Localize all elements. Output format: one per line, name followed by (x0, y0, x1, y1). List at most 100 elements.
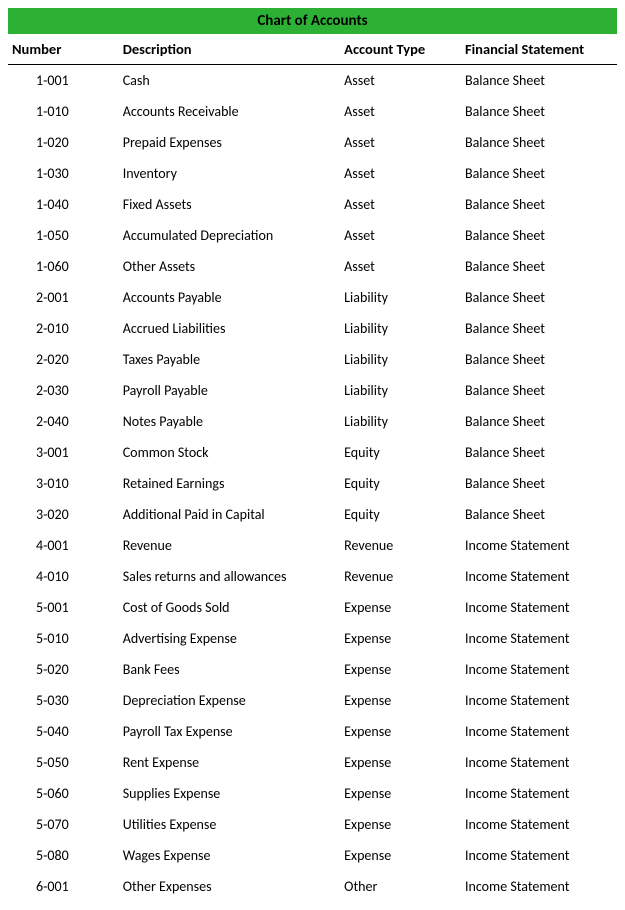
cell-financial-statement: Income Statement (461, 592, 617, 623)
cell-number: 5-080 (8, 840, 119, 871)
cell-account-type: Asset (340, 189, 461, 220)
cell-number: 1-050 (8, 220, 119, 251)
table-row: 1-060Other AssetsAssetBalance Sheet (8, 251, 617, 282)
cell-description: Accrued Liabilities (119, 313, 340, 344)
table-row: 5-030Depreciation ExpenseExpenseIncome S… (8, 685, 617, 716)
cell-description: Prepaid Expenses (119, 127, 340, 158)
cell-account-type: Revenue (340, 561, 461, 592)
cell-account-type: Asset (340, 158, 461, 189)
table-header-row: Number Description Account Type Financia… (8, 34, 617, 65)
table-row: 6-001Other ExpensesOtherIncome Statement (8, 871, 617, 902)
cell-description: Cash (119, 65, 340, 97)
table-row: 2-010Accrued LiabilitiesLiabilityBalance… (8, 313, 617, 344)
cell-description: Retained Earnings (119, 468, 340, 499)
table-row: 2-020Taxes PayableLiabilityBalance Sheet (8, 344, 617, 375)
table-row: 5-001Cost of Goods SoldExpenseIncome Sta… (8, 592, 617, 623)
table-row: 5-020Bank FeesExpenseIncome Statement (8, 654, 617, 685)
cell-number: 2-030 (8, 375, 119, 406)
table-row: 1-020Prepaid ExpensesAssetBalance Sheet (8, 127, 617, 158)
cell-description: Other Expenses (119, 871, 340, 902)
cell-financial-statement: Balance Sheet (461, 375, 617, 406)
cell-financial-statement: Income Statement (461, 871, 617, 902)
cell-account-type: Equity (340, 437, 461, 468)
cell-description: Fixed Assets (119, 189, 340, 220)
cell-number: 1-020 (8, 127, 119, 158)
cell-number: 2-040 (8, 406, 119, 437)
table-row: 3-020Additional Paid in CapitalEquityBal… (8, 499, 617, 530)
cell-number: 2-020 (8, 344, 119, 375)
cell-financial-statement: Balance Sheet (461, 96, 617, 127)
cell-account-type: Expense (340, 592, 461, 623)
table-row: 5-010Advertising ExpenseExpenseIncome St… (8, 623, 617, 654)
cell-account-type: Expense (340, 778, 461, 809)
table-row: 5-060Supplies ExpenseExpenseIncome State… (8, 778, 617, 809)
cell-description: Accounts Payable (119, 282, 340, 313)
chart-of-accounts-table: Number Description Account Type Financia… (8, 34, 617, 902)
cell-financial-statement: Balance Sheet (461, 468, 617, 499)
cell-description: Sales returns and allowances (119, 561, 340, 592)
cell-financial-statement: Balance Sheet (461, 499, 617, 530)
cell-account-type: Expense (340, 747, 461, 778)
table-row: 3-010Retained EarningsEquityBalance Shee… (8, 468, 617, 499)
cell-account-type: Expense (340, 685, 461, 716)
table-row: 5-070Utilities ExpenseExpenseIncome Stat… (8, 809, 617, 840)
col-header-financial-statement: Financial Statement (461, 34, 617, 65)
cell-account-type: Expense (340, 623, 461, 654)
cell-financial-statement: Balance Sheet (461, 344, 617, 375)
cell-number: 1-010 (8, 96, 119, 127)
cell-number: 5-010 (8, 623, 119, 654)
cell-financial-statement: Balance Sheet (461, 313, 617, 344)
cell-financial-statement: Income Statement (461, 716, 617, 747)
cell-description: Rent Expense (119, 747, 340, 778)
table-row: 5-080Wages ExpenseExpenseIncome Statemen… (8, 840, 617, 871)
cell-account-type: Equity (340, 499, 461, 530)
cell-description: Payroll Tax Expense (119, 716, 340, 747)
col-header-number: Number (8, 34, 119, 65)
cell-number: 1-040 (8, 189, 119, 220)
cell-number: 1-060 (8, 251, 119, 282)
cell-financial-statement: Balance Sheet (461, 282, 617, 313)
table-row: 3-001Common StockEquityBalance Sheet (8, 437, 617, 468)
cell-account-type: Expense (340, 716, 461, 747)
cell-description: Bank Fees (119, 654, 340, 685)
cell-number: 1-001 (8, 65, 119, 97)
cell-number: 5-020 (8, 654, 119, 685)
col-header-account-type: Account Type (340, 34, 461, 65)
table-row: 4-001RevenueRevenueIncome Statement (8, 530, 617, 561)
cell-account-type: Expense (340, 809, 461, 840)
cell-financial-statement: Income Statement (461, 840, 617, 871)
cell-number: 5-050 (8, 747, 119, 778)
cell-account-type: Asset (340, 65, 461, 97)
cell-account-type: Other (340, 871, 461, 902)
cell-financial-statement: Income Statement (461, 778, 617, 809)
cell-number: 5-040 (8, 716, 119, 747)
cell-account-type: Liability (340, 282, 461, 313)
cell-financial-statement: Balance Sheet (461, 189, 617, 220)
cell-description: Revenue (119, 530, 340, 561)
cell-financial-statement: Balance Sheet (461, 127, 617, 158)
cell-description: Advertising Expense (119, 623, 340, 654)
cell-financial-statement: Income Statement (461, 623, 617, 654)
cell-account-type: Expense (340, 654, 461, 685)
cell-account-type: Revenue (340, 530, 461, 561)
table-row: 5-050Rent ExpenseExpenseIncome Statement (8, 747, 617, 778)
cell-number: 5-030 (8, 685, 119, 716)
table-row: 4-010Sales returns and allowancesRevenue… (8, 561, 617, 592)
cell-description: Supplies Expense (119, 778, 340, 809)
cell-description: Accounts Receivable (119, 96, 340, 127)
cell-financial-statement: Income Statement (461, 685, 617, 716)
cell-financial-statement: Balance Sheet (461, 406, 617, 437)
cell-description: Depreciation Expense (119, 685, 340, 716)
cell-financial-statement: Income Statement (461, 530, 617, 561)
cell-account-type: Liability (340, 344, 461, 375)
cell-number: 5-001 (8, 592, 119, 623)
cell-description: Additional Paid in Capital (119, 499, 340, 530)
cell-financial-statement: Income Statement (461, 747, 617, 778)
cell-number: 3-020 (8, 499, 119, 530)
table-title: Chart of Accounts (8, 8, 617, 34)
cell-description: Common Stock (119, 437, 340, 468)
cell-financial-statement: Balance Sheet (461, 437, 617, 468)
cell-description: Utilities Expense (119, 809, 340, 840)
cell-description: Cost of Goods Sold (119, 592, 340, 623)
cell-number: 3-001 (8, 437, 119, 468)
